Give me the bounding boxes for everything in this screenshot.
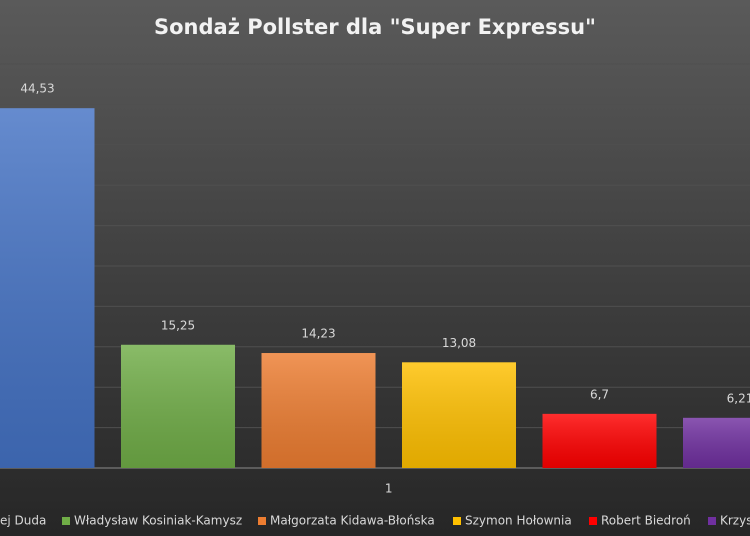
data-label: 6,21 — [727, 391, 750, 405]
legend-label: Władysław Kosiniak-Kamysz — [74, 514, 242, 528]
data-label: 13,08 — [442, 336, 476, 350]
data-label: 15,25 — [161, 318, 195, 332]
bar — [402, 362, 516, 468]
bar — [0, 108, 95, 468]
legend-label: ej Duda — [0, 514, 46, 528]
bar — [683, 417, 750, 468]
legend-label: Małgorzata Kidawa-Błońska — [270, 514, 435, 528]
chart-title: Sondaż Pollster dla "Super Expressu" — [154, 15, 596, 39]
legend-marker — [62, 517, 70, 525]
legend-marker — [708, 517, 716, 525]
legend-label: Krzys — [720, 514, 750, 528]
legend-label: Szymon Hołownia — [465, 514, 572, 528]
legend-marker — [258, 517, 266, 525]
bar — [542, 413, 657, 468]
x-tick-label: 1 — [385, 482, 393, 496]
legend-marker — [589, 517, 597, 525]
bar — [261, 353, 376, 468]
legend-label: Robert Biedroń — [601, 514, 691, 528]
data-label: 14,23 — [301, 327, 335, 341]
legend-marker — [453, 517, 461, 525]
data-label: 6,7 — [590, 387, 609, 401]
bar — [121, 344, 235, 468]
data-label: 44,53 — [20, 82, 54, 96]
